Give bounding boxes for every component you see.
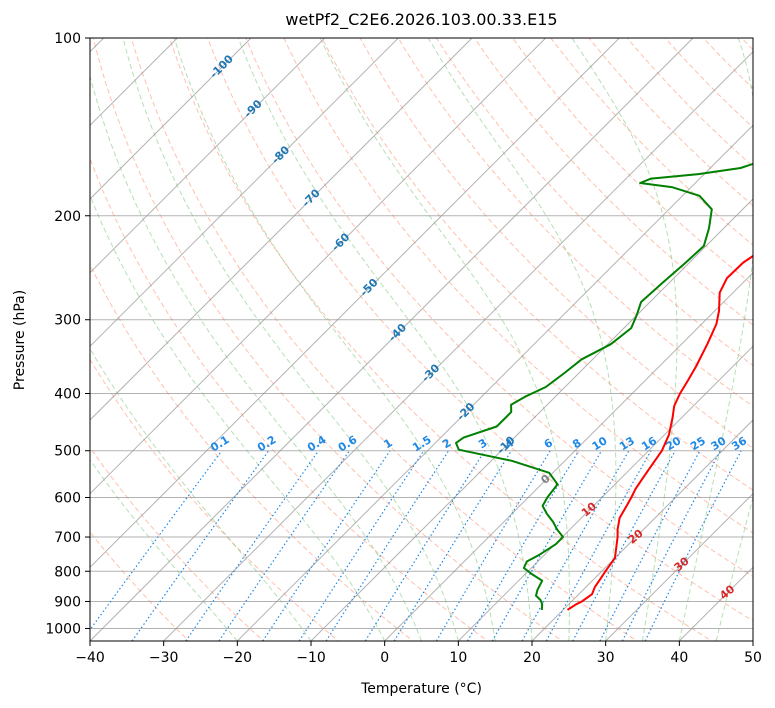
mixing-ratio-line: [262, 450, 391, 641]
moist-adiabat: [90, 347, 312, 641]
y-axis-label: Pressure (hPa): [12, 290, 28, 390]
dry-adiabat: [90, 446, 265, 641]
isotherm-line: [90, 38, 252, 200]
x-tick-label: −30: [149, 650, 179, 666]
dry-adiabat: [90, 157, 489, 641]
axes: −40 −30 −20 −10 0 10 20 30 40 5010020030040050060…: [45, 31, 762, 666]
dry-adiabat: [245, 38, 753, 578]
mixing-ratio-label: 6: [542, 436, 556, 451]
y-tick-label: 800: [54, 564, 81, 580]
y-tick-label: 400: [54, 387, 81, 403]
chart-title: wetPf2_C2E6.2026.103.00.33.E15: [285, 10, 557, 30]
dry-adiabat: [168, 38, 713, 641]
isotherm-line: [90, 38, 620, 569]
x-tick-label: 50: [744, 650, 762, 666]
moist-adiabat: [427, 38, 617, 641]
mixing-ratio-label: 0.1: [208, 433, 231, 454]
mixing-ratio-line: [90, 450, 223, 631]
dewpoint-profile-line: [455, 162, 753, 610]
dry-adiabat: [664, 38, 753, 129]
x-axis-label: Temperature (°C): [360, 681, 482, 697]
dry-adiabat: [359, 38, 753, 449]
mixing-ratio-line: [298, 450, 425, 641]
dry-adiabat: [90, 263, 414, 641]
y-tick-label: 700: [54, 530, 81, 546]
moist-adiabat: [90, 458, 238, 641]
isotherm-line: [384, 271, 753, 641]
moist-adiabat: [173, 38, 496, 641]
dry-adiabat: [767, 25, 775, 644]
y-tick-label: 600: [54, 490, 81, 506]
moist-adiabat: [237, 38, 533, 641]
temperature-profile-line: [566, 254, 753, 611]
mixing-ratio-line: [545, 450, 652, 641]
isotherm-line: [90, 38, 547, 495]
x-tick-label: 10: [449, 650, 467, 666]
moist-adiabat: [90, 74, 422, 641]
y-tick-label: 500: [54, 444, 81, 460]
dry-adiabat: [283, 38, 753, 534]
mixing-ratio-line: [435, 450, 551, 641]
mixing-ratio-line: [393, 450, 512, 641]
x-tick-label: 30: [597, 650, 615, 666]
dry-adiabat: [130, 38, 638, 641]
moist-adiabat: [122, 38, 459, 641]
isotherm-line: [90, 38, 473, 421]
mixing-ratio-line: [364, 450, 486, 641]
dry-adiabat: [90, 531, 190, 641]
y-tick-label: 900: [54, 594, 81, 610]
mixing-ratio-label: 0.2: [255, 433, 278, 454]
isotherm-line: [605, 492, 753, 641]
dry-adiabat: [397, 38, 753, 408]
mixing-ratio-line: [599, 450, 701, 641]
dry-adiabat: [321, 38, 753, 491]
x-tick-label: 40: [670, 650, 688, 666]
mixing-ratio-label: 1.5: [410, 433, 433, 454]
mixing-ratio-line: [185, 450, 320, 641]
x-tick-label: −20: [223, 650, 253, 666]
y-tick-label: 1000: [45, 621, 81, 637]
isotherm-line: [678, 566, 753, 641]
x-tick-label: 20: [523, 650, 541, 666]
isotherm-line: [163, 50, 753, 641]
dry-adiabat: [474, 38, 753, 326]
y-tick-label: 100: [54, 31, 81, 47]
moist-adiabat: [571, 38, 678, 641]
mixing-ratio-label: 2: [440, 436, 453, 451]
dry-adiabat: [588, 38, 753, 207]
isotherm-line: [90, 38, 399, 348]
moist-adiabat: [715, 495, 753, 641]
moist-adiabat: [678, 38, 753, 641]
mixing-ratio-line: [521, 450, 630, 641]
dry-adiabat: [435, 38, 753, 367]
x-tick-label: 0: [380, 650, 389, 666]
dry-adiabat: [702, 38, 753, 90]
plot-frame: [89, 37, 754, 642]
y-tick-label: 300: [54, 313, 81, 329]
isotherm-line: [90, 38, 694, 641]
isotherm-line: [236, 124, 753, 641]
isotherm-line: [90, 38, 326, 274]
mixing-ratio-line: [325, 450, 450, 641]
mixing-ratio-line: [621, 450, 721, 641]
isotherm-line: [531, 419, 753, 641]
y-tick-label: 200: [54, 209, 81, 225]
mixing-ratio-line: [644, 450, 742, 641]
dry-adiabat: [740, 38, 753, 51]
dry-adiabat: [90, 358, 340, 641]
x-tick-label: −10: [296, 650, 326, 666]
x-tick-label: −40: [75, 650, 105, 666]
mixing-ratio-line: [218, 450, 350, 641]
moist-adiabat: [319, 38, 570, 641]
moist-adiabat: [90, 194, 386, 641]
profile-series: [455, 162, 753, 611]
mixing-ratio-line: [131, 450, 270, 641]
isotherm-line: [310, 198, 753, 641]
mixing-ratio-line: [491, 450, 603, 641]
isotherm-line: [752, 640, 753, 641]
mixing-ratio-line: [572, 450, 676, 641]
